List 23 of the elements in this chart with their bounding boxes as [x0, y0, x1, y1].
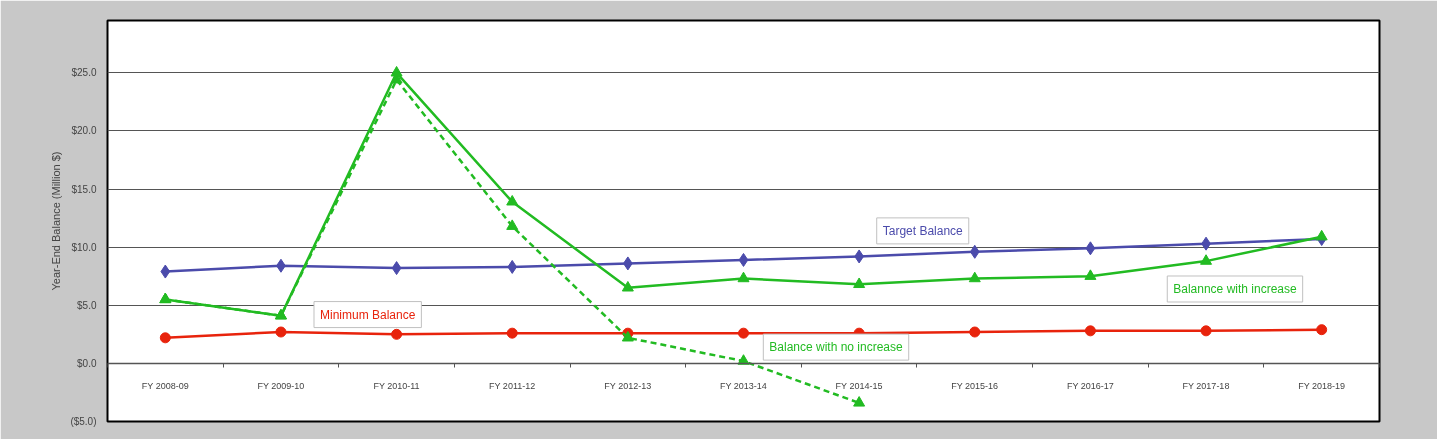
x-tick-label: FY 2014-15 — [835, 381, 883, 392]
y-tick-label: $20.0 — [71, 125, 97, 137]
series-label: Balannce with increase — [1173, 282, 1297, 296]
y-tick-label: $5.0 — [77, 299, 97, 311]
y-tick-label: $10.0 — [71, 241, 97, 253]
series-label: Minimum Balance — [320, 307, 416, 322]
y-tick-label: $25.0 — [71, 67, 97, 79]
y-tick-label: $15.0 — [71, 183, 97, 195]
x-tick-label: FY 2017-18 — [1182, 381, 1230, 392]
series-label: Balance with no increase — [769, 340, 904, 355]
y-tick-label: ($5.0) — [70, 416, 97, 427]
x-tick-label: FY 2016-17 — [1066, 381, 1114, 392]
series-label: Target Balance — [882, 223, 964, 238]
x-tick-label: FY 2012-13 — [604, 381, 652, 392]
x-tick-label: FY 2009-10 — [257, 381, 305, 392]
x-tick-label: FY 2010-11 — [373, 381, 420, 392]
x-tick-label: FY 2008-09 — [141, 381, 189, 392]
x-tick-label: FY 2013-14 — [719, 381, 767, 392]
x-tick-label: FY 2015-16 — [951, 381, 999, 392]
x-tick-label: FY 2011-12 — [489, 381, 536, 392]
y-axis-title: Year-End Balance (Million $) — [50, 151, 63, 291]
y-tick-label: $0.0 — [77, 357, 97, 369]
x-tick-label: FY 2018-19 — [1298, 381, 1346, 392]
